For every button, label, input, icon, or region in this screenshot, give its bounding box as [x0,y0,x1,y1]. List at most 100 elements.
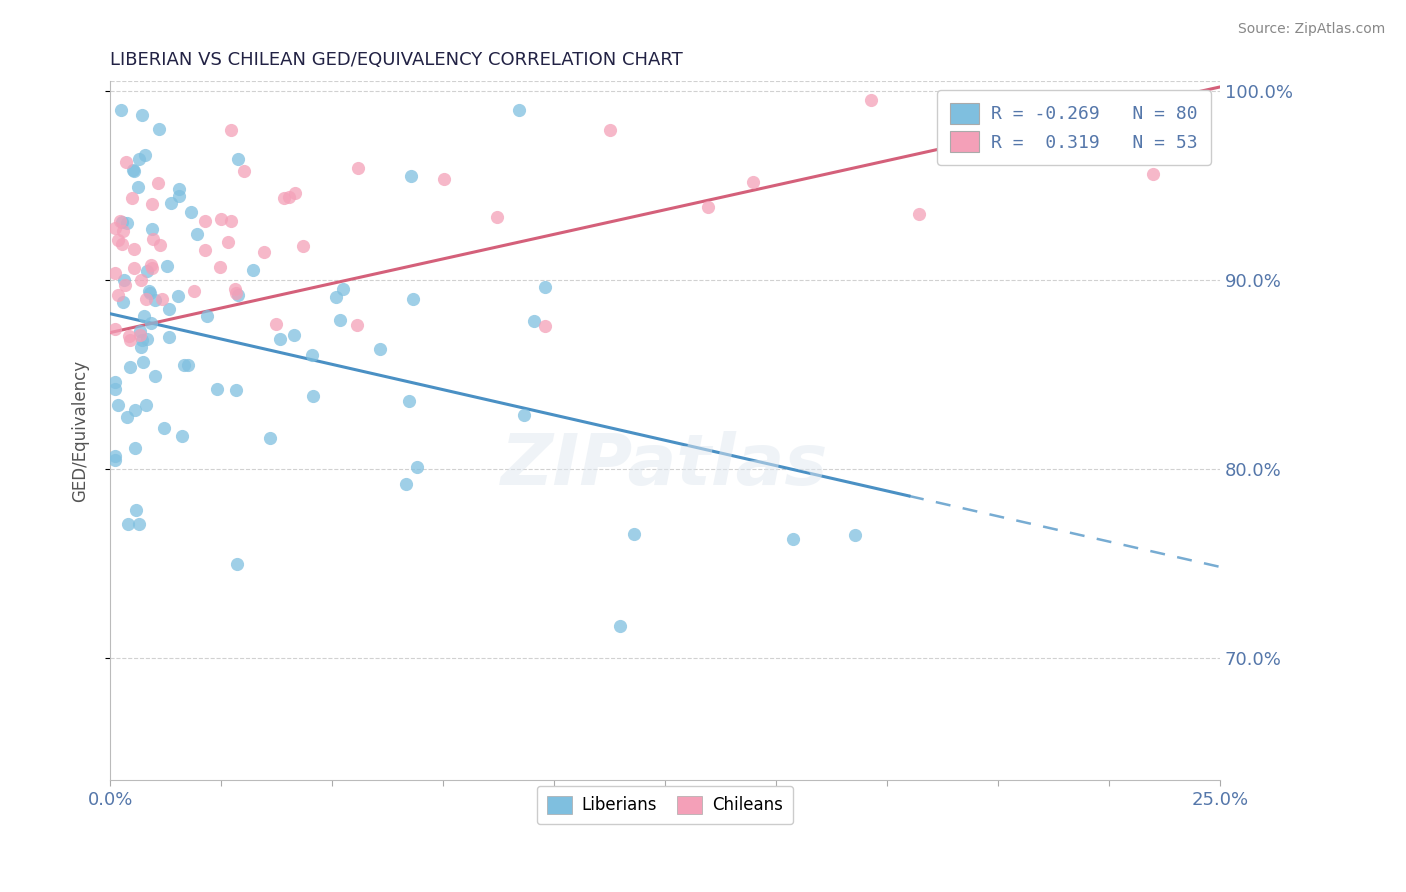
Point [103,452,125,467]
Point [129,340,152,354]
Point [136,332,159,346]
Text: ZIPatlas: ZIPatlas [501,431,828,500]
Point [110,214,132,228]
Point [124,503,146,517]
Point [131,334,153,348]
Point [534,280,557,294]
Point [124,164,146,178]
Point [278,190,301,204]
Point [623,527,645,541]
Point [128,516,150,531]
Point [141,316,163,330]
Point [225,383,247,397]
Point [173,358,195,372]
Point [395,476,418,491]
Point [346,318,368,333]
Point [107,398,129,412]
Point [114,155,136,169]
Point [152,420,174,434]
Point [134,148,156,162]
Point [143,293,166,308]
Point [183,285,205,299]
Point [273,191,295,205]
Point [120,333,142,347]
Text: Source: ZipAtlas.com: Source: ZipAtlas.com [1237,22,1385,37]
Point [534,318,557,333]
Point [131,108,153,122]
Point [513,409,536,423]
Point [141,260,163,275]
Point [402,292,425,306]
Point [142,232,165,246]
Point [194,214,217,228]
Point [266,317,288,331]
Point [225,557,247,571]
Point [127,180,149,194]
Point [302,388,325,402]
Point [117,216,139,230]
Point [117,516,139,531]
Point [103,221,125,235]
Point [103,375,125,389]
Point [208,260,231,275]
Point [135,398,157,412]
Point [167,182,190,196]
Point [167,189,190,203]
Point [124,403,146,417]
Point [269,332,291,346]
Point [252,245,274,260]
Point [138,284,160,298]
Point [224,282,246,296]
Point [103,382,125,396]
Point [103,266,125,280]
Point [398,393,420,408]
Point [135,292,157,306]
Point [742,175,765,189]
Point [186,227,208,242]
Point [111,237,134,252]
Point [226,288,249,302]
Point [844,528,866,542]
Point [157,330,180,344]
Point [138,286,160,301]
Point [122,162,145,177]
Point [225,285,247,300]
Point [148,122,170,136]
Point [107,233,129,247]
Point [118,328,141,343]
Point [122,242,145,256]
Point [110,103,132,117]
Point [401,169,423,183]
Point [219,214,242,228]
Point [325,290,347,304]
Point [115,410,138,425]
Point [697,200,720,214]
Point [157,301,180,316]
Point [332,283,354,297]
Point [180,204,202,219]
Point [347,161,370,176]
Point [136,264,159,278]
Point [1142,167,1164,181]
Point [860,93,883,107]
Point [406,459,429,474]
Point [329,312,352,326]
Point [907,207,929,221]
Point [141,197,163,211]
Point [283,327,305,342]
Point [194,243,217,257]
Point [195,309,218,323]
Point [120,360,142,375]
Point [112,273,135,287]
Point [129,273,152,287]
Point [111,215,134,229]
Point [128,324,150,338]
Point [226,152,249,166]
Point [128,152,150,166]
Point [103,322,125,336]
Point [217,235,239,249]
Point [523,314,546,328]
Point [103,449,125,463]
Point [143,369,166,384]
Point [370,342,392,356]
